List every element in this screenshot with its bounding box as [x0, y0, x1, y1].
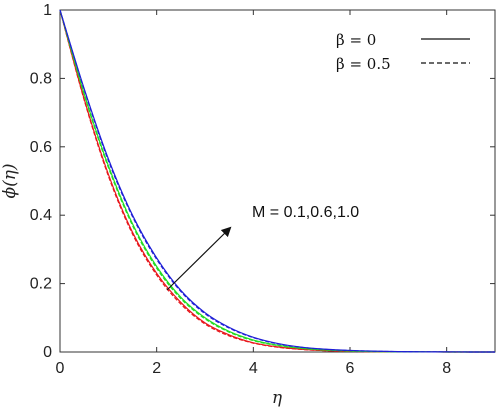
annotation: M = 0.1,0.6,1.0 [166, 204, 359, 291]
y-tick-label: 0.6 [30, 139, 52, 156]
series-layer [59, 9, 496, 353]
x-tick-label: 8 [442, 360, 451, 377]
legend: β = 0 β = 0.5 [336, 31, 470, 73]
series-line-2 [59, 9, 496, 353]
annotation-arrow [166, 226, 232, 291]
legend-label-dashed: β = 0.5 [336, 55, 391, 73]
x-tick-label: 0 [56, 360, 65, 377]
y-tick-label: 1 [43, 2, 52, 19]
x-tick-label: 6 [346, 360, 355, 377]
y-tick-label: 0.2 [30, 276, 52, 293]
series-line-6 [59, 9, 496, 353]
plot-area [59, 9, 496, 353]
ticks: 0 2 4 6 8 0 0.2 0.4 0.6 0.8 1 [30, 2, 495, 377]
y-tick-label: 0.8 [30, 70, 52, 87]
x-tick-label: 2 [152, 360, 161, 377]
x-tick-label: 4 [249, 360, 258, 377]
y-tick-label: 0 [43, 344, 52, 361]
y-tick-label: 0.4 [30, 207, 52, 224]
annotation-text: M = 0.1,0.6,1.0 [252, 204, 359, 221]
legend-label-solid: β = 0 [336, 31, 376, 49]
x-axis-title: η [272, 388, 283, 408]
y-axis-title: ϕ(η) [0, 163, 20, 198]
